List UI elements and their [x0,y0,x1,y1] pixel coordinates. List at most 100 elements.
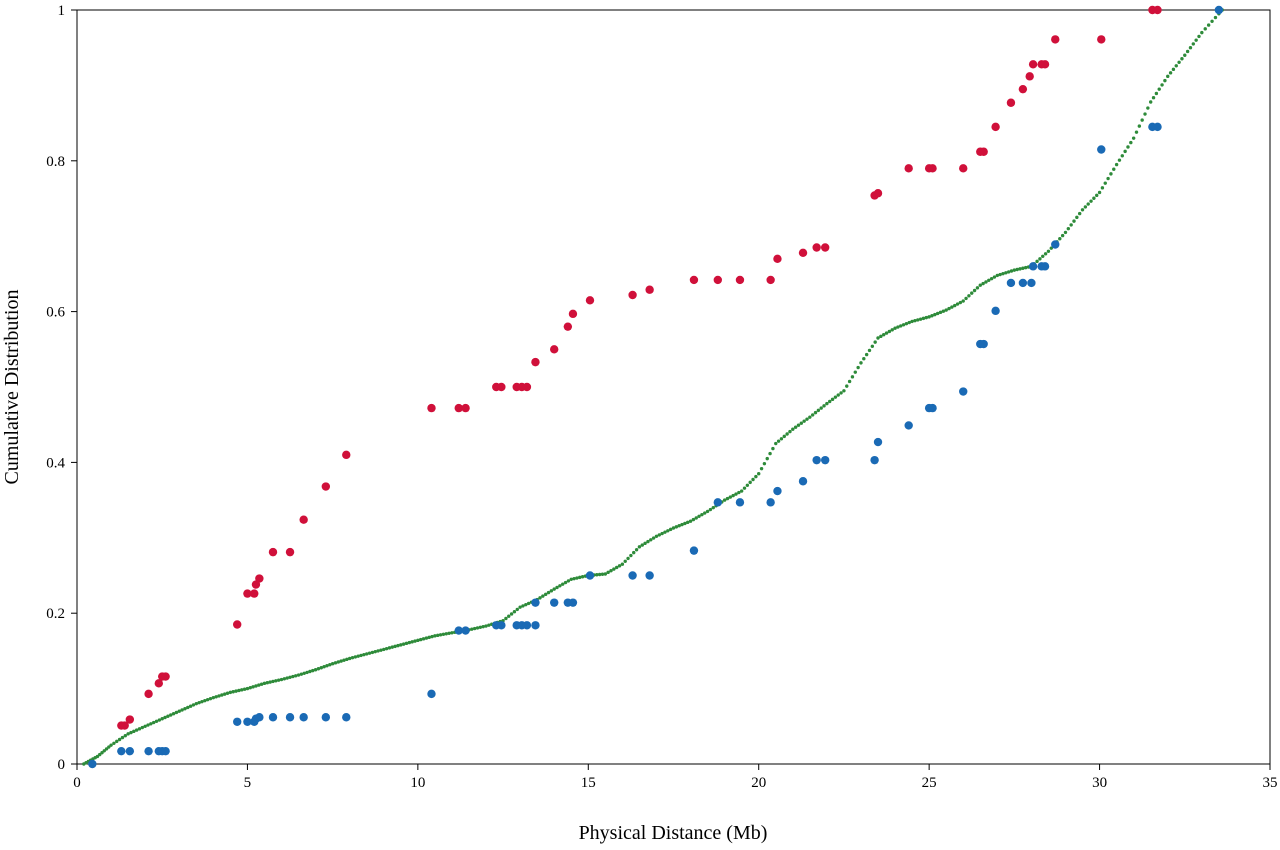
blue-data-point [873,437,883,447]
red-data-point [820,243,830,252]
blue-data-point [88,759,97,769]
green-curve-point [526,601,531,606]
green-curve-point [484,624,488,628]
red-data-point [154,679,164,688]
green-curve-point [367,651,372,655]
green-curve-point [978,283,982,287]
x-tick-label: 30 [1092,775,1107,791]
plot-area [77,10,1270,764]
green-curve-point [819,406,823,410]
green-curve-point [688,519,693,523]
blue-data-point [342,713,351,722]
green-curve-point [427,635,431,640]
green-curve-point [731,493,735,498]
green-curve-point [472,626,477,631]
green-curve-point [972,288,977,293]
red-data-point [1040,60,1050,69]
green-curve-point [521,604,525,608]
green-curve-point [768,451,772,456]
green-curve-point [989,276,994,281]
blue-data-point [125,746,135,756]
blue-data-point [798,477,808,486]
green-curve-point [353,655,358,659]
green-curve-point [984,280,988,284]
green-curve-point [104,747,109,751]
red-data-point [250,589,259,598]
green-curve-point [401,642,406,646]
green-curve-point [143,724,147,728]
green-curve-point [1083,205,1088,209]
green-curve-point [1197,34,1201,39]
green-curve-point [918,317,923,321]
x-tick-label: 35 [1263,775,1278,791]
green-curve-point [754,474,758,479]
green-curve-point [305,670,309,675]
green-curve-point [927,315,931,319]
red-data-point [563,322,573,331]
blue-data-point [991,306,1000,316]
green-curve-point [1117,158,1122,162]
green-curve-point [282,677,287,681]
green-curve-point [558,584,562,588]
green-curve-point [847,379,852,384]
green-curve-point [299,672,304,676]
green-curve-point [183,707,187,711]
green-curve-point [575,576,579,580]
green-curve-point [634,548,639,552]
green-curve-point [1109,172,1113,176]
green-curve-point [1183,53,1187,57]
blue-data-point [117,746,126,756]
red-data-point [959,164,968,173]
red-data-point [427,403,436,413]
green-curve-point [580,575,585,579]
green-curve-point [177,709,181,713]
red-data-point [645,285,654,294]
green-curve-point [765,456,769,461]
green-curve-point [967,294,971,298]
green-curve-point [481,624,485,629]
green-curve-point [799,421,804,425]
green-curve-point [1191,42,1196,46]
red-data-point [1018,84,1028,94]
green-curve-point [703,511,707,515]
green-curve-point [813,410,818,415]
green-curve-point [1075,215,1079,220]
blue-data-point [161,746,170,756]
green-curve-point [376,649,380,653]
green-curve-point [421,637,426,641]
green-curve-point [881,333,886,337]
green-curve-point [271,679,275,684]
blue-data-point [531,598,540,607]
y-tick-label: 0 [58,757,66,773]
green-curve-point [1038,257,1042,261]
green-curve-point [438,633,443,637]
blue-data-point [766,498,775,507]
green-curve-point [288,675,292,679]
green-curve-point [725,496,730,501]
green-curve-point [112,741,116,745]
green-curve-point [248,686,252,690]
green-curve-point [339,659,343,663]
blue-data-point [1051,240,1060,249]
green-curve-point [700,512,704,517]
green-curve-point [197,700,201,705]
red-data-point [1051,35,1060,44]
green-curve-point [884,331,889,335]
blue-data-point [1097,145,1106,154]
green-curve-point [796,423,801,427]
red-data-point [1006,98,1016,107]
red-data-point [243,589,252,598]
green-curve-point [870,344,875,348]
blue-data-point [585,571,595,580]
blue-data-point [870,455,879,465]
green-curve-point [904,321,909,326]
green-curve-point [254,684,258,688]
axes: 0 5 10 15 20 25 30 35 0 0.2 0.4 0.6 0.8 1 [46,3,1277,791]
red-data-point [1153,5,1162,15]
green-curve-point [450,631,454,635]
blue-data-point [255,713,264,722]
green-curve-point [1035,259,1039,264]
blue-data-point [645,571,654,580]
green-curve-point [410,640,414,644]
green-curve-point [762,461,767,466]
